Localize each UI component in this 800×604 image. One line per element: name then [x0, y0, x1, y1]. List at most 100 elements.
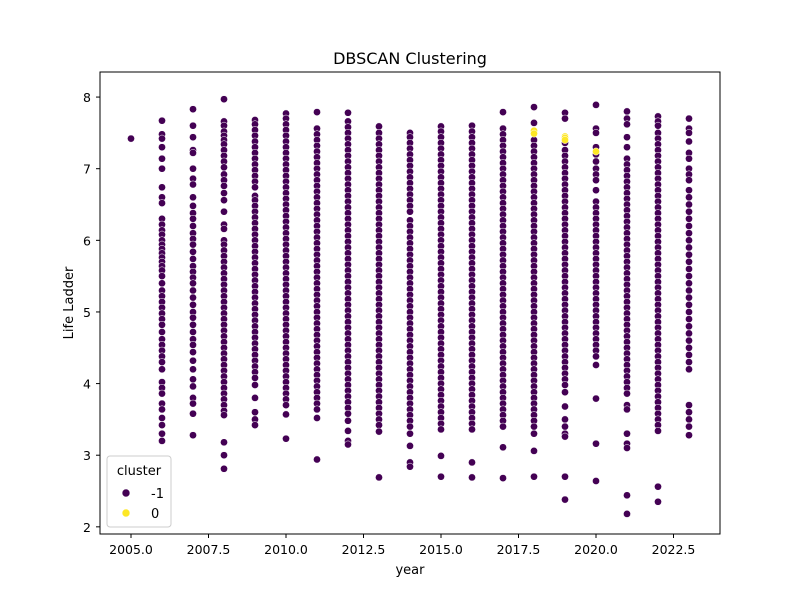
data-point: [189, 300, 197, 309]
data-point: [158, 272, 166, 280]
x-tick-label: 2017.5: [497, 542, 541, 557]
data-point: [685, 286, 693, 295]
data-point: [685, 272, 693, 280]
data-point: [685, 243, 693, 252]
data-point: [561, 432, 569, 441]
data-point: [623, 389, 631, 398]
x-axis-ticks: 2005.0 2007.5 2010.0 2012.5 2015.0 2017.5 2020…: [109, 534, 695, 557]
data-point: [685, 154, 693, 163]
data-point: [654, 497, 662, 506]
data-point: [189, 409, 197, 418]
data-point: [685, 129, 693, 137]
y-tick-label: 8: [83, 90, 91, 105]
data-point: [561, 136, 569, 144]
data-point: [592, 477, 600, 485]
data-point: [282, 434, 290, 443]
data-point: [685, 279, 693, 288]
data-point: [189, 365, 197, 374]
data-point: [158, 164, 166, 173]
data-point: [158, 365, 166, 374]
data-point: [282, 410, 290, 419]
data-point: [251, 183, 259, 192]
data-point: [158, 183, 166, 192]
data-point: [592, 394, 600, 403]
data-point: [406, 442, 414, 450]
data-point: [158, 429, 166, 438]
data-point: [685, 193, 693, 202]
data-point: [313, 414, 321, 422]
y-tick-label: 4: [83, 377, 91, 392]
points-layer: [127, 95, 693, 518]
data-point: [561, 422, 569, 431]
data-point: [158, 320, 166, 329]
data-point: [189, 348, 197, 356]
data-point: [375, 473, 383, 482]
data-point: [685, 308, 693, 316]
data-point: [251, 381, 259, 389]
y-tick-label: 5: [83, 305, 91, 320]
data-point: [685, 186, 693, 195]
y-tick-label: 3: [83, 448, 91, 463]
legend-label-cluster-neg1: -1: [151, 487, 164, 502]
data-point: [189, 320, 197, 329]
data-point: [592, 129, 600, 137]
legend-marker-cluster-neg1: [121, 488, 131, 498]
data-point: [189, 255, 197, 263]
data-point: [685, 229, 693, 238]
data-point: [592, 439, 600, 448]
data-point: [220, 182, 228, 190]
data-point: [437, 472, 445, 481]
data-point: [189, 382, 197, 391]
y-tick-label: 2: [83, 520, 91, 535]
data-point: [220, 451, 228, 460]
data-point: [189, 293, 197, 302]
data-point: [654, 427, 662, 435]
data-point: [220, 189, 228, 197]
data-point: [468, 425, 476, 434]
data-point: [251, 394, 259, 402]
data-point: [220, 207, 228, 216]
data-point: [685, 137, 693, 146]
data-point: [220, 95, 228, 104]
data-point: [685, 408, 693, 417]
data-point: [685, 422, 693, 431]
data-point: [158, 414, 166, 422]
data-point: [220, 163, 228, 172]
data-point: [251, 374, 259, 382]
data-point: [189, 328, 197, 336]
data-point: [375, 427, 383, 436]
data-point: [344, 409, 352, 418]
data-point: [592, 101, 600, 109]
data-point: [189, 341, 197, 349]
data-point: [592, 157, 600, 166]
data-point: [685, 365, 693, 374]
legend-label-cluster-0: 0: [151, 507, 159, 522]
y-tick-label: 6: [83, 233, 91, 248]
data-point: [406, 462, 414, 471]
data-point: [530, 429, 538, 438]
data-point: [685, 207, 693, 216]
data-point: [189, 202, 197, 210]
data-point: [530, 119, 538, 127]
data-point: [158, 328, 166, 336]
data-point: [561, 402, 569, 411]
data-point: [685, 176, 693, 185]
x-tick-label: 2010.0: [264, 542, 308, 557]
data-point: [127, 134, 135, 143]
x-tick-label: 2005.0: [109, 542, 153, 557]
x-axis-label: year: [395, 563, 425, 578]
data-point: [685, 329, 693, 338]
legend-marker-cluster-0: [121, 508, 131, 518]
x-tick-label: 2022.5: [652, 542, 696, 557]
data-point: [344, 416, 352, 425]
data-point: [189, 180, 197, 189]
data-point: [499, 443, 507, 452]
data-point: [220, 438, 228, 447]
data-point: [189, 105, 197, 114]
data-point: [592, 147, 600, 156]
data-point: [685, 415, 693, 424]
data-point: [592, 361, 600, 369]
data-point: [189, 164, 197, 173]
data-point: [592, 352, 600, 361]
data-point: [189, 240, 197, 249]
